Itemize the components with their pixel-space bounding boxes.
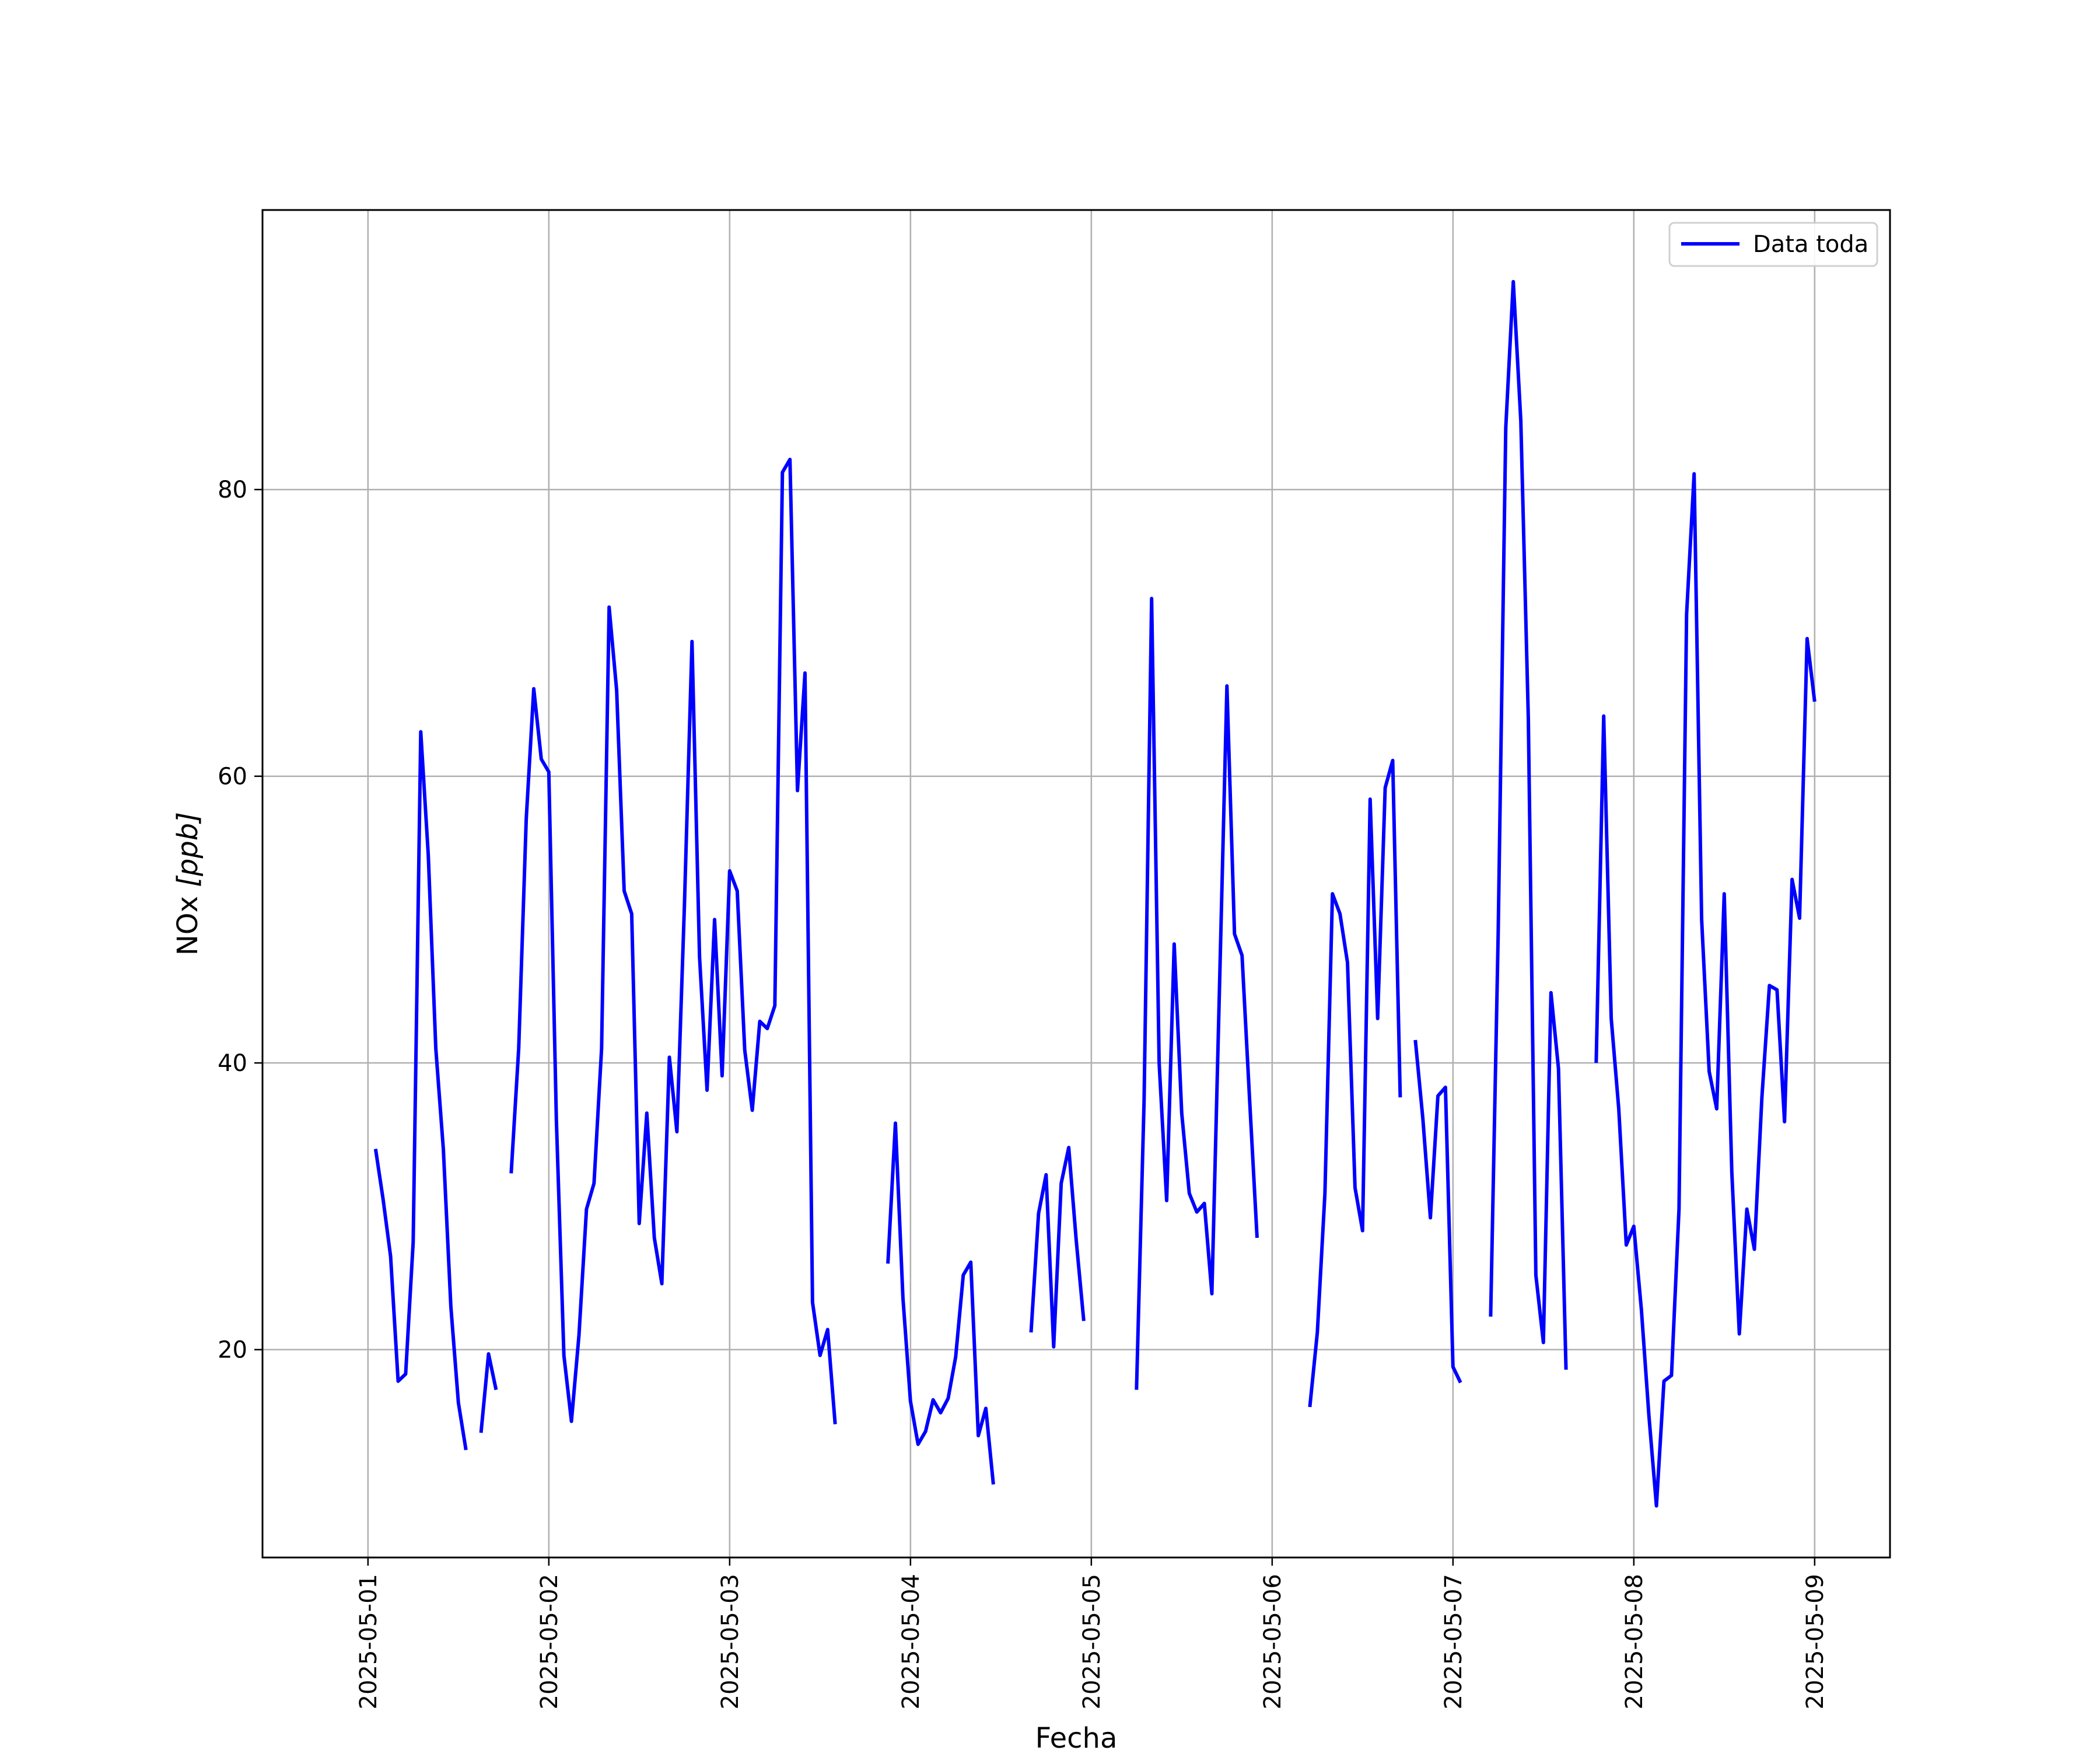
series-line-segment (886, 1121, 995, 1485)
y-axis-ticks: 20 40 60 80 (218, 477, 262, 1364)
series-line-segment (373, 730, 468, 1451)
series-line-segment (1029, 1146, 1086, 1349)
y-tick-label: 40 (218, 1050, 247, 1077)
x-tick-label: 2025-05-03 (717, 1574, 744, 1709)
x-tick-label: 2025-05-05 (1079, 1574, 1105, 1709)
x-tick-label: 2025-05-06 (1259, 1574, 1286, 1709)
y-tick-label: 60 (218, 764, 247, 790)
x-tick-label: 2025-05-01 (355, 1574, 382, 1709)
x-tick-label: 2025-05-08 (1621, 1574, 1648, 1709)
legend-label: Data toda (1753, 231, 1868, 258)
x-axis-label: Fecha (1035, 1722, 1118, 1750)
series-line-segment (1489, 279, 1568, 1370)
x-tick-label: 2025-05-02 (536, 1574, 563, 1709)
series-line-segment (1308, 758, 1402, 1408)
y-axis-label-prefix: NOx (172, 887, 204, 956)
legend: Data toda (1668, 222, 1878, 267)
series-line-segment (479, 1352, 498, 1433)
series-line-segment (1594, 472, 1817, 1508)
x-tick-label: 2025-05-04 (898, 1574, 925, 1709)
x-tick-label: 2025-05-09 (1802, 1574, 1829, 1709)
y-axis-label: NOx [ppb] (172, 812, 204, 956)
series-layer (373, 279, 1817, 1508)
y-tick-label: 20 (218, 1337, 247, 1364)
series-line-segment (1135, 597, 1259, 1390)
plot-frame (261, 209, 1891, 1559)
y-tick-label: 80 (218, 477, 247, 503)
legend-box (1668, 222, 1878, 267)
series-line-segment (1413, 1040, 1462, 1384)
x-axis-ticks: 2025-05-01 2025-05-02 2025-05-03 2025-05-04… (355, 1558, 1829, 1709)
x-tick-label: 2025-05-07 (1440, 1574, 1467, 1709)
series-line-segment (509, 457, 837, 1424)
y-axis-label-unit: [ppb] (172, 812, 204, 887)
